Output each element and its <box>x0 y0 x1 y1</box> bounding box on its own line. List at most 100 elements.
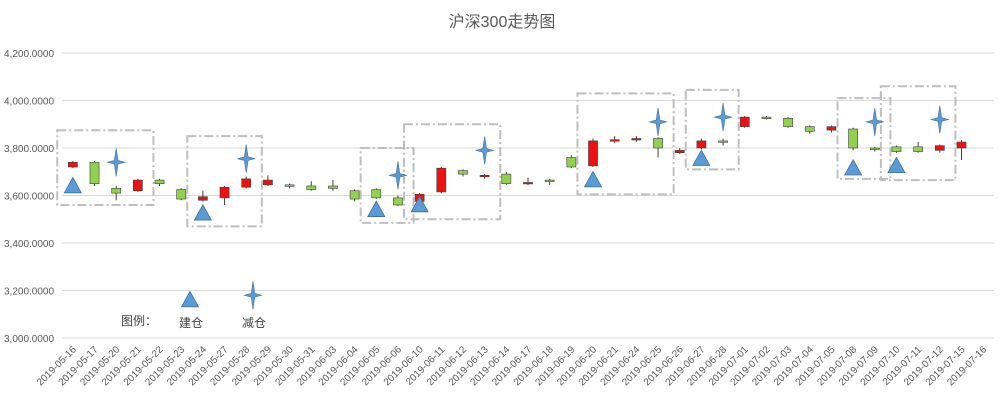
candle-body <box>848 128 858 149</box>
candle-body <box>523 182 533 185</box>
candle <box>653 137 663 158</box>
candle <box>371 188 382 200</box>
candle-body <box>241 178 252 188</box>
candle <box>739 115 750 128</box>
candle <box>306 181 317 191</box>
candle-body <box>328 185 338 189</box>
candle <box>956 139 967 160</box>
x-axis: 2019-05-162019-05-172019-05-202019-05-21… <box>35 344 990 388</box>
buy-marker-icon <box>583 170 603 188</box>
sell-marker-icon <box>106 148 127 177</box>
sell-marker-icon <box>713 103 733 132</box>
buy-marker-icon <box>193 203 213 221</box>
candle <box>458 169 468 177</box>
candle-body <box>371 189 382 199</box>
candle-body <box>718 140 728 143</box>
candle-body <box>67 161 78 168</box>
candle-body <box>544 179 555 182</box>
candle <box>219 186 230 205</box>
candle-body <box>89 161 100 184</box>
candle <box>176 188 187 201</box>
y-tick-label: 3,000.0000 <box>4 334 54 345</box>
candle <box>934 144 945 153</box>
candle-body <box>393 197 403 206</box>
candle <box>284 183 295 189</box>
trade-markers <box>63 103 950 310</box>
candle-body <box>349 190 360 200</box>
candle <box>479 174 490 179</box>
highlight-box <box>879 85 957 182</box>
candle <box>891 145 902 153</box>
candle <box>349 189 360 202</box>
candle <box>154 178 165 186</box>
candle-body <box>154 179 165 184</box>
candle-body <box>696 140 707 149</box>
legend-sell-label: 减仓 <box>242 316 266 330</box>
buy-marker-icon <box>410 195 429 213</box>
sell-marker-icon <box>388 161 408 190</box>
legend: 图例： 建仓 减仓 <box>121 314 266 330</box>
candle-body <box>111 188 122 194</box>
candle <box>696 138 707 150</box>
candle-body <box>566 157 577 168</box>
sell-marker-icon <box>864 107 885 136</box>
candle <box>826 125 837 133</box>
candle-body <box>891 146 902 152</box>
candle-body <box>913 146 923 152</box>
sell-marker-icon <box>648 107 668 136</box>
candle <box>848 127 858 151</box>
candle <box>718 138 728 146</box>
legend-title: 图例： <box>121 314 157 328</box>
sell-marker-icon <box>929 105 950 134</box>
candle-body <box>479 175 490 178</box>
candle-body <box>436 167 447 193</box>
highlight-box <box>576 92 675 196</box>
candle <box>566 155 577 169</box>
candle-body <box>783 118 793 127</box>
candle <box>544 178 555 185</box>
candle-body <box>588 140 598 167</box>
candle-body <box>284 184 295 187</box>
candle-body <box>826 126 837 131</box>
candle-body <box>761 116 772 119</box>
y-tick-label: 3,400.0000 <box>4 239 54 250</box>
y-tick-label: 4,000.0000 <box>4 97 54 108</box>
candle-body <box>306 185 317 190</box>
candle-body <box>176 189 187 200</box>
candle <box>393 195 403 207</box>
buy-marker-icon <box>63 176 83 194</box>
candle <box>89 161 100 186</box>
gridlines <box>62 52 994 339</box>
candle <box>436 167 447 194</box>
candle-body <box>263 179 273 186</box>
candle <box>609 136 620 144</box>
buy-marker-icon <box>843 158 863 176</box>
candle <box>804 125 815 134</box>
candle-body <box>956 141 967 149</box>
y-tick-label: 3,200.0000 <box>4 287 54 298</box>
chart-title: 沪深300走势图 <box>449 13 556 31</box>
candle <box>761 115 772 120</box>
highlight-box <box>836 97 892 180</box>
candle-body <box>674 150 685 154</box>
candle <box>501 171 512 185</box>
candle <box>133 178 143 192</box>
candle-body <box>458 170 468 175</box>
highlight-box <box>359 147 415 224</box>
legend-buy-icon <box>180 290 200 308</box>
candle <box>588 138 598 167</box>
candle-body <box>133 179 143 192</box>
candle <box>913 142 923 153</box>
candle <box>674 148 685 154</box>
candle <box>67 161 78 169</box>
legend-sell-icon <box>243 281 263 310</box>
y-axis: 3,000.0000 3,200.0000 3,400.0000 3,600.0000… <box>4 49 54 345</box>
candle <box>783 117 793 128</box>
y-tick-label: 3,600.0000 <box>4 192 54 203</box>
candle <box>111 186 122 201</box>
buy-marker-icon <box>367 200 386 217</box>
candle-body <box>631 138 642 141</box>
y-tick-label: 4,200.0000 <box>4 49 54 60</box>
sell-marker-icon <box>236 144 257 173</box>
